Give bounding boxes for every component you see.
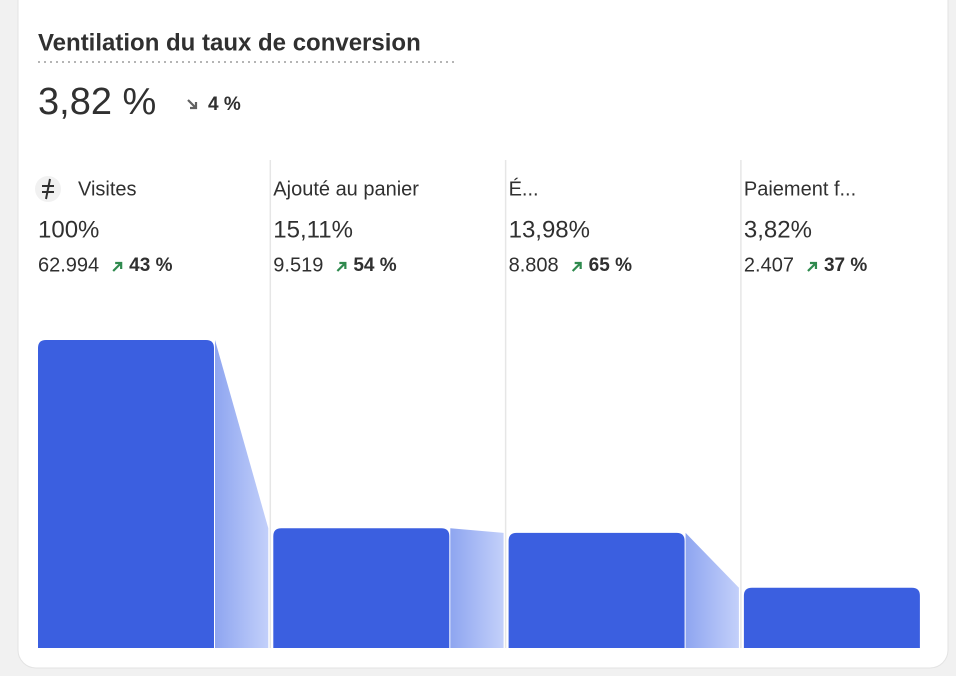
funnel-connector: [450, 528, 504, 648]
funnel-connector: [685, 532, 739, 648]
stage-name: Visites: [78, 178, 137, 200]
stage-count: 9.519: [273, 254, 323, 276]
stage-rate: 3,82%: [744, 216, 812, 243]
funnel-bar: [38, 340, 214, 648]
funnel-bar: [508, 532, 685, 648]
headline-value: 3,82 %: [38, 81, 156, 123]
stage-change: 43 %: [129, 255, 172, 276]
stage-icon-glyph: [42, 178, 54, 200]
trend-arrow: [112, 261, 123, 272]
trend-arrow: [336, 261, 347, 272]
stage-name: É...: [509, 177, 539, 200]
stage-rate: 13,98%: [509, 216, 590, 243]
stage-name: Paiement f...: [744, 178, 856, 200]
stage-count: 62.994: [38, 254, 99, 276]
chart-title[interactable]: Ventilation du taux de conversion: [38, 29, 421, 56]
trend-arrow: [807, 261, 818, 272]
stage-count: 8.808: [509, 254, 559, 276]
stage-change: 65 %: [589, 255, 632, 276]
funnel-bar: [273, 528, 450, 648]
funnel-bar: [743, 587, 920, 648]
stage-count: 2.407: [744, 254, 794, 276]
stage-change: 37 %: [824, 255, 867, 276]
trend-arrow: [187, 99, 198, 110]
stage-change: 54 %: [353, 255, 396, 276]
headline-change: 4 %: [208, 94, 241, 115]
stage-name: Ajouté au panier: [273, 178, 419, 200]
funnel-connector: [215, 340, 269, 648]
stage-rate: 100%: [38, 216, 99, 243]
trend-arrow: [571, 261, 582, 272]
stage-rate: 15,11%: [273, 216, 353, 243]
